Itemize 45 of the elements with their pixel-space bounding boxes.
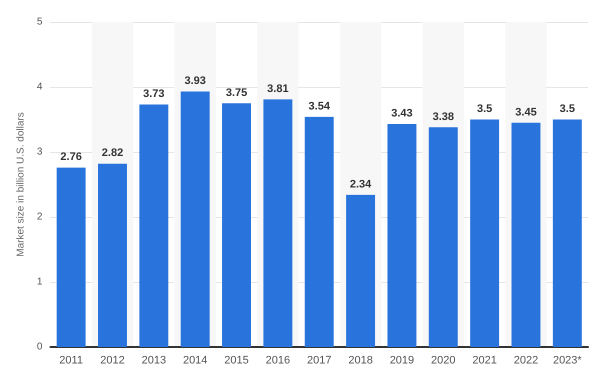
data-label: 3.73	[143, 88, 165, 100]
data-label: 2.82	[102, 147, 124, 160]
data-label: 2.76	[60, 151, 82, 164]
bar	[139, 104, 168, 347]
data-label: 3.93	[184, 75, 206, 88]
x-tick-label: 2012	[100, 354, 125, 366]
data-label: 3.38	[432, 110, 454, 123]
x-tick-label: 2016	[266, 354, 290, 366]
y-tick-label: 2	[36, 212, 43, 222]
x-tick-label: 2017	[306, 354, 332, 366]
x-tick-label: 2014	[182, 354, 208, 366]
y-tick-label: 3	[36, 146, 43, 158]
data-label: 2.34	[350, 178, 372, 190]
bar	[98, 164, 127, 347]
x-tick-label: 2023*	[552, 354, 582, 366]
x-tick-label: 2019	[390, 354, 414, 366]
data-label: 3.81	[267, 82, 289, 95]
bar	[304, 116, 334, 347]
data-label: 3.5	[476, 103, 492, 115]
bar	[263, 99, 292, 347]
bar	[56, 168, 86, 347]
bar	[470, 120, 500, 347]
y-tick-label: 0	[36, 342, 43, 352]
data-label: 3.43	[391, 108, 413, 120]
x-tick-label: 2013	[142, 354, 166, 366]
data-label: 3.5	[560, 103, 575, 115]
bar	[387, 124, 416, 347]
y-tick-label: 4	[36, 82, 43, 92]
data-label: 3.75	[226, 86, 248, 99]
x-tick-label: 2021	[472, 354, 497, 366]
y-tick-label: 1	[36, 276, 43, 288]
y-tick-label: 5	[36, 16, 43, 28]
bar	[222, 103, 252, 347]
x-tick-label: 2015	[224, 354, 249, 366]
x-tick-label: 2020	[431, 354, 456, 366]
y-axis-title: Market size in billion U.S. dollars	[16, 112, 26, 257]
bar	[428, 127, 458, 347]
bar	[346, 194, 376, 347]
bar	[552, 120, 582, 347]
data-label: 3.54	[308, 100, 331, 112]
x-tick-label: 2018	[348, 354, 373, 366]
x-tick-label: 2022	[514, 354, 538, 366]
bar	[512, 122, 540, 347]
data-label: 3.45	[515, 106, 537, 118]
x-tick-label: 2011	[59, 354, 83, 366]
